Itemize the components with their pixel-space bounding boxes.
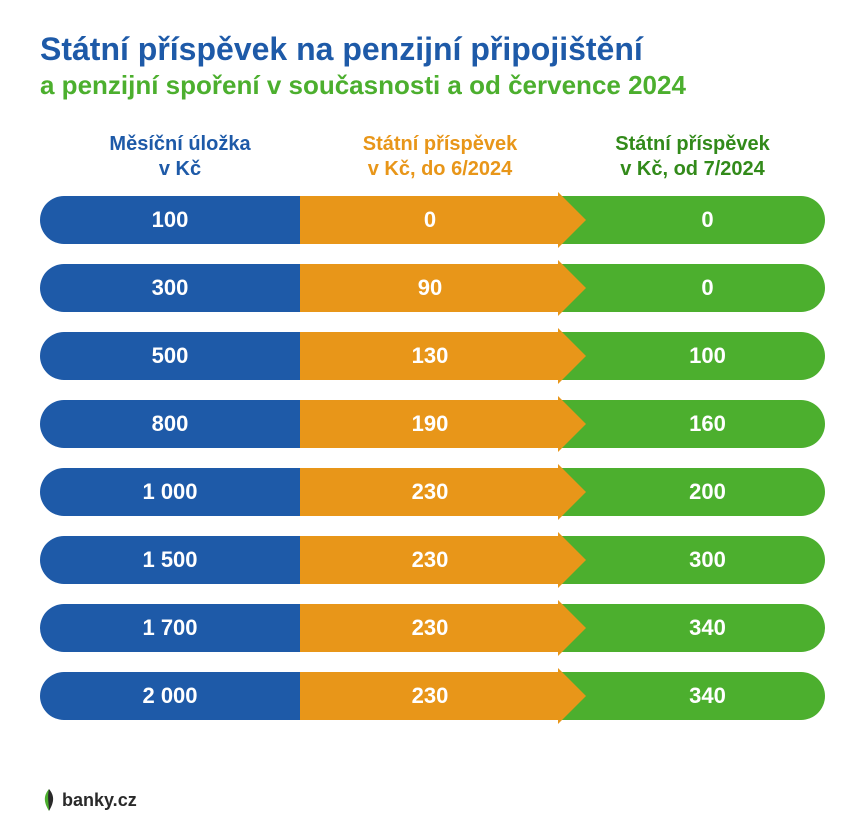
chart-title: Státní příspěvek na penzijní připojištěn… <box>40 30 825 68</box>
data-rows: 100 0 0 300 90 0 500 130 100 800 190 160… <box>40 196 825 720</box>
table-row: 1 500 230 300 <box>40 536 825 584</box>
arrow-icon <box>558 328 586 384</box>
cell-before: 230 <box>300 468 560 516</box>
cell-deposit: 500 <box>40 332 300 380</box>
header-after: Státní příspěvek v Kč, od 7/2024 <box>570 132 815 182</box>
arrow-icon <box>558 600 586 656</box>
cell-before-wrap: 190 <box>300 400 560 448</box>
cell-deposit: 1 500 <box>40 536 300 584</box>
cell-before: 230 <box>300 672 560 720</box>
arrow-icon <box>558 192 586 248</box>
cell-after: 340 <box>560 672 825 720</box>
arrow-icon <box>558 396 586 452</box>
header-line: Státní příspěvek <box>363 133 518 155</box>
table-row: 1 700 230 340 <box>40 604 825 652</box>
table-row: 500 130 100 <box>40 332 825 380</box>
cell-deposit: 1 000 <box>40 468 300 516</box>
cell-before-wrap: 130 <box>300 332 560 380</box>
header-deposit: Měsíční úložka v Kč <box>50 132 310 182</box>
cell-after: 300 <box>560 536 825 584</box>
cell-deposit: 2 000 <box>40 672 300 720</box>
header-line: v Kč, do 6/2024 <box>368 158 513 180</box>
arrow-icon <box>558 532 586 588</box>
header-line: Měsíční úložka <box>109 133 250 155</box>
cell-before: 90 <box>300 264 560 312</box>
cell-before: 0 <box>300 196 560 244</box>
cell-before: 130 <box>300 332 560 380</box>
cell-before-wrap: 230 <box>300 468 560 516</box>
cell-before: 230 <box>300 604 560 652</box>
arrow-icon <box>558 668 586 724</box>
cell-deposit: 300 <box>40 264 300 312</box>
cell-after: 340 <box>560 604 825 652</box>
cell-before-wrap: 90 <box>300 264 560 312</box>
column-headers: Měsíční úložka v Kč Státní příspěvek v K… <box>40 132 825 182</box>
leaf-icon <box>40 789 58 811</box>
cell-after: 100 <box>560 332 825 380</box>
table-row: 2 000 230 340 <box>40 672 825 720</box>
table-row: 800 190 160 <box>40 400 825 448</box>
cell-deposit: 1 700 <box>40 604 300 652</box>
header-before: Státní příspěvek v Kč, do 6/2024 <box>310 132 570 182</box>
cell-deposit: 800 <box>40 400 300 448</box>
cell-before-wrap: 0 <box>300 196 560 244</box>
footer-text: banky.cz <box>62 790 137 811</box>
table-row: 100 0 0 <box>40 196 825 244</box>
cell-before-wrap: 230 <box>300 604 560 652</box>
header-line: v Kč, od 7/2024 <box>620 158 765 180</box>
table-row: 1 000 230 200 <box>40 468 825 516</box>
table-row: 300 90 0 <box>40 264 825 312</box>
cell-before: 190 <box>300 400 560 448</box>
arrow-icon <box>558 260 586 316</box>
footer-logo: banky.cz <box>40 789 137 811</box>
cell-after: 0 <box>560 196 825 244</box>
cell-deposit: 100 <box>40 196 300 244</box>
cell-before: 230 <box>300 536 560 584</box>
cell-before-wrap: 230 <box>300 536 560 584</box>
cell-after: 160 <box>560 400 825 448</box>
chart-subtitle: a penzijní spoření v současnosti a od če… <box>40 70 825 101</box>
cell-after: 200 <box>560 468 825 516</box>
header-line: Státní příspěvek <box>615 133 770 155</box>
cell-before-wrap: 230 <box>300 672 560 720</box>
header-line: v Kč <box>159 158 201 180</box>
arrow-icon <box>558 464 586 520</box>
cell-after: 0 <box>560 264 825 312</box>
